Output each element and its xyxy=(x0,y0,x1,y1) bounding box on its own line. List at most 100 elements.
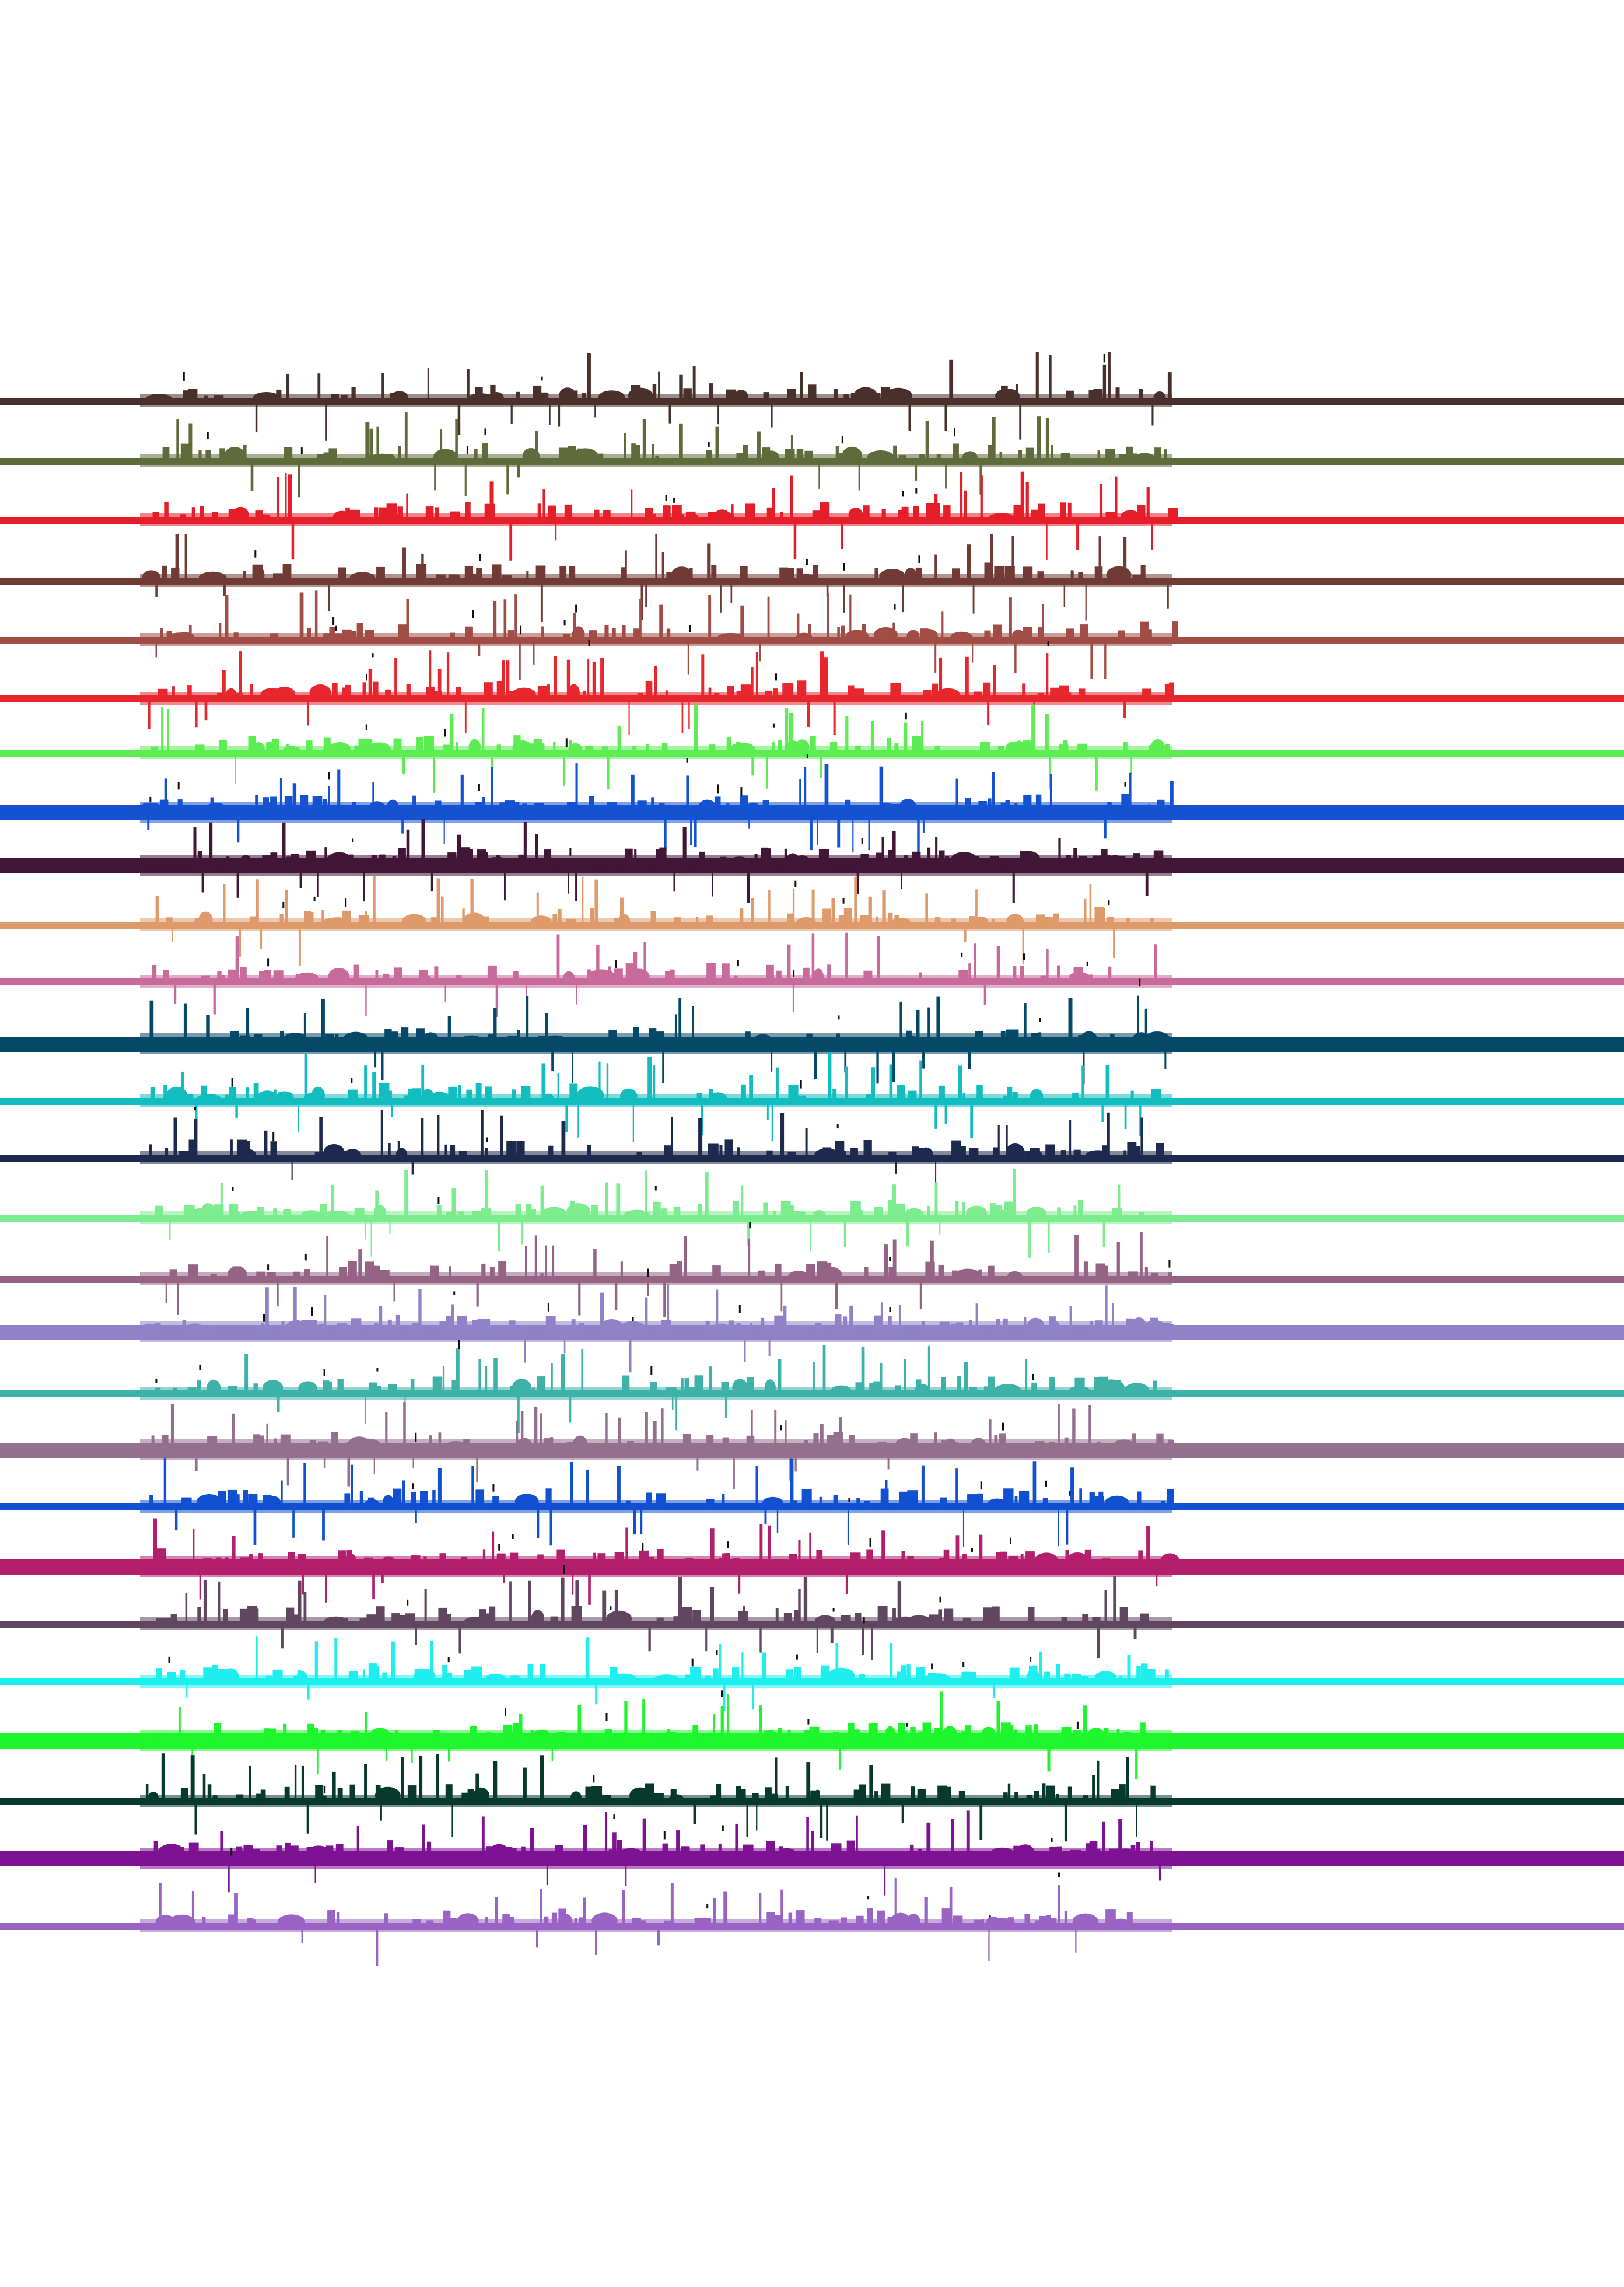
ink-stroke xyxy=(1127,1142,1137,1158)
ink-stroke xyxy=(1119,1675,1122,1682)
ink-stroke xyxy=(969,1148,979,1158)
ink-stroke xyxy=(1140,1613,1149,1624)
ink-loop xyxy=(384,454,396,464)
ink-stroke xyxy=(741,1185,744,1218)
diacritic-mark xyxy=(323,1369,326,1376)
ink-stroke xyxy=(964,490,967,520)
ink-stroke xyxy=(760,1524,763,1567)
ink-stroke xyxy=(1137,995,1139,1044)
ink-stroke xyxy=(269,1728,276,1741)
ink-loop xyxy=(1031,1150,1043,1160)
ink-stroke xyxy=(758,1270,765,1279)
ink-stroke xyxy=(901,1665,907,1682)
ink-stroke xyxy=(1070,1849,1081,1859)
ink-stroke xyxy=(897,1671,903,1682)
ink-stroke xyxy=(833,699,836,735)
ink-stroke xyxy=(603,510,611,520)
ink-loop xyxy=(628,387,653,404)
ink-stroke xyxy=(950,918,956,925)
ink-stroke xyxy=(816,1550,823,1567)
ink-stroke xyxy=(229,1087,237,1101)
ink-stroke xyxy=(817,813,818,845)
ink-stroke xyxy=(1135,1146,1141,1158)
ink-stroke xyxy=(1150,1841,1153,1859)
ink-stroke xyxy=(289,1845,299,1859)
diacritic-mark xyxy=(654,1186,657,1191)
ink-stroke xyxy=(329,627,335,640)
ink-stroke xyxy=(337,1379,344,1394)
ink-stroke xyxy=(1119,1607,1128,1624)
ink-stroke xyxy=(762,800,769,813)
ink-loop xyxy=(342,1031,369,1047)
ink-stroke xyxy=(1057,965,1060,982)
ink-stroke xyxy=(797,613,800,640)
ink-stroke xyxy=(922,813,925,833)
ink-stroke xyxy=(994,566,1005,581)
ink-loop xyxy=(867,450,894,464)
ink-stroke xyxy=(201,975,210,982)
ink-loop xyxy=(1144,1320,1166,1335)
ink-stroke xyxy=(1102,1218,1105,1248)
ink-stroke xyxy=(743,1606,746,1624)
ink-stroke xyxy=(1104,1590,1107,1624)
ink-stroke xyxy=(404,412,408,461)
ink-stroke xyxy=(499,1325,503,1333)
ink-stroke xyxy=(682,1607,692,1624)
ink-stroke xyxy=(1093,855,1103,866)
ink-stroke xyxy=(555,520,557,541)
ink-stroke xyxy=(365,1261,374,1279)
ink-stroke xyxy=(713,1668,719,1682)
ink-stroke xyxy=(845,716,849,753)
diacritic-mark xyxy=(863,1617,865,1624)
ink-stroke xyxy=(262,797,269,813)
ink-stroke xyxy=(595,1682,597,1705)
ink-stroke xyxy=(889,1064,893,1101)
ink-stroke xyxy=(509,520,513,561)
ink-stroke xyxy=(175,534,179,581)
ink-stroke xyxy=(902,1092,906,1101)
ink-stroke xyxy=(1016,384,1019,401)
ink-stroke xyxy=(342,910,351,925)
ink-stroke xyxy=(589,796,594,813)
ink-stroke xyxy=(984,1386,991,1394)
diacritic-mark xyxy=(721,1690,723,1697)
ink-stroke xyxy=(822,1345,826,1394)
ink-loop xyxy=(1026,1207,1046,1221)
ink-stroke xyxy=(952,568,960,581)
ink-stroke xyxy=(1020,471,1024,520)
ink-stroke xyxy=(1014,1387,1020,1394)
ink-stroke xyxy=(779,1443,789,1450)
ink-stroke xyxy=(504,866,506,901)
ink-stroke xyxy=(862,1624,864,1655)
ink-stroke xyxy=(847,1507,849,1545)
ink-stroke xyxy=(631,443,636,461)
ink-stroke xyxy=(944,401,947,431)
ink-stroke xyxy=(569,1083,578,1101)
ink-stroke xyxy=(1089,1841,1098,1859)
ink-stroke xyxy=(534,1406,538,1450)
ink-stroke xyxy=(740,1084,746,1101)
ink-stroke xyxy=(1028,1607,1035,1624)
ink-stroke xyxy=(344,1493,351,1507)
ink-stroke xyxy=(1154,447,1161,461)
ink-stroke xyxy=(1156,1143,1164,1158)
ink-stroke xyxy=(916,1010,920,1044)
ink-stroke xyxy=(433,753,435,793)
ink-stroke xyxy=(571,1319,576,1333)
ink-stroke xyxy=(734,975,738,982)
ink-stroke xyxy=(628,699,630,735)
ink-stroke xyxy=(527,1664,533,1682)
ink-stroke xyxy=(153,1733,163,1741)
ink-stroke xyxy=(412,1088,421,1101)
ink-stroke xyxy=(223,1442,228,1450)
ink-stroke xyxy=(161,1753,165,1802)
ink-stroke xyxy=(681,1846,690,1859)
ink-stroke xyxy=(989,856,999,866)
diacritic-mark xyxy=(1139,978,1141,987)
ink-stroke xyxy=(961,1731,968,1741)
ink-stroke xyxy=(876,1044,879,1084)
ink-stroke xyxy=(761,847,768,866)
ink-stroke xyxy=(379,1306,383,1333)
ink-stroke xyxy=(956,1468,958,1507)
ink-stroke xyxy=(204,699,208,721)
